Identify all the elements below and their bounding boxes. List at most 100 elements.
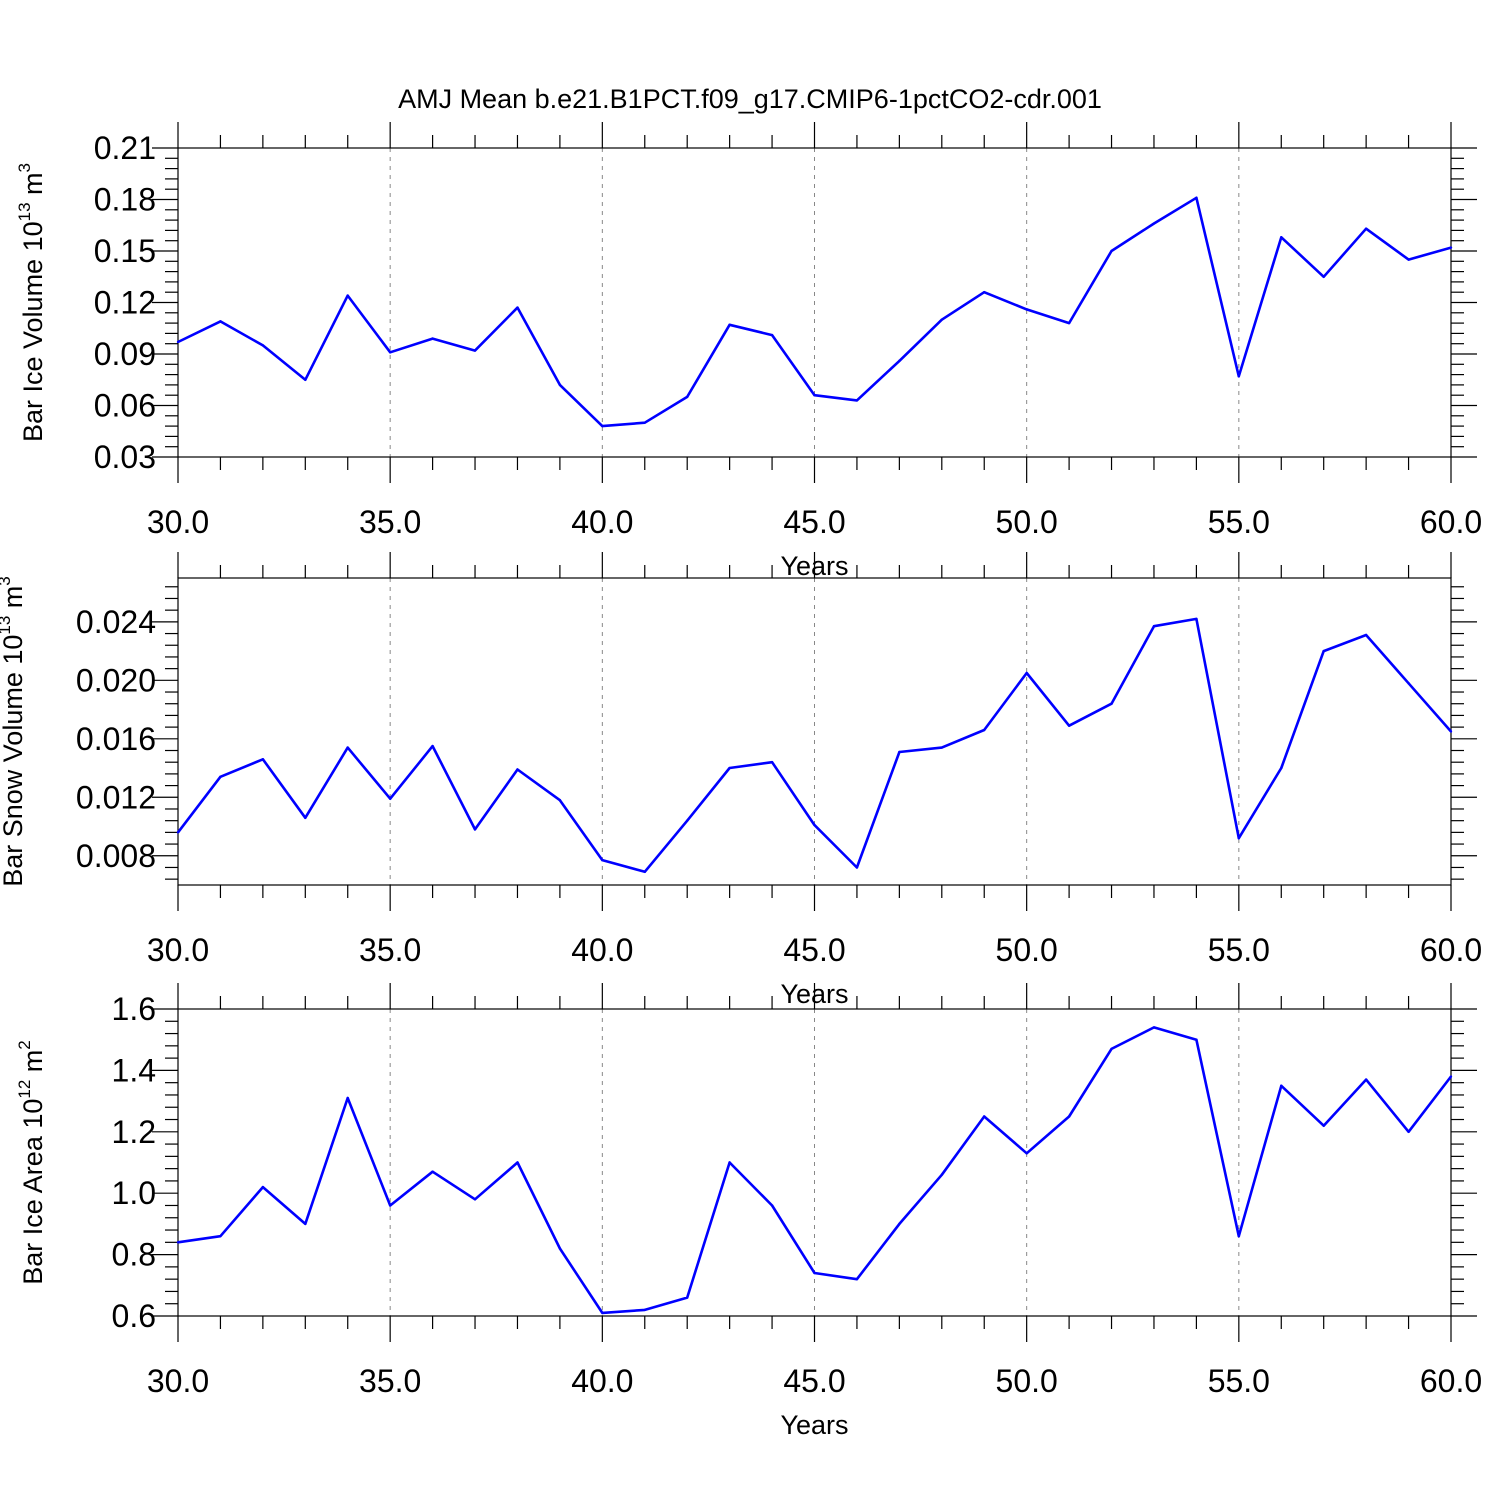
panel-1-data-point xyxy=(813,394,816,397)
panel-3-data-point xyxy=(261,1185,265,1189)
panel-3-y-axis-title-part: m xyxy=(18,1050,48,1080)
panel-3-data-point xyxy=(1067,1115,1071,1118)
panel-2-data-point xyxy=(558,799,562,802)
panel-1-y-tick-label: 0.15 xyxy=(94,233,156,269)
panel-2-data-point xyxy=(1364,633,1368,637)
panel-2-data-point xyxy=(686,819,689,822)
panel-1-data-point xyxy=(1364,227,1368,230)
panel-3-y-axis-title-superscript: 2 xyxy=(15,1040,34,1049)
panel-3-data-point xyxy=(1152,1026,1156,1029)
panel-1-y-tick-label: 0.18 xyxy=(94,182,156,218)
panel-3-data-point xyxy=(1110,1047,1113,1051)
panel-3-data-point xyxy=(728,1161,731,1164)
panel-1-data-point xyxy=(473,349,477,352)
panel-1-x-tick-label: 40.0 xyxy=(571,504,633,540)
panel-2-data-point xyxy=(1280,766,1283,770)
panel-3-y-tick-label: 1.4 xyxy=(112,1052,156,1088)
panel-1-data-point xyxy=(983,291,986,294)
panel-3-data-point xyxy=(983,1115,986,1118)
panel-2-data-point xyxy=(643,870,646,874)
panel-2-data-point xyxy=(261,758,265,761)
panel-2-y-tick-label: 0.008 xyxy=(76,838,156,874)
panel-2-data-point xyxy=(176,831,180,834)
panel-3-y-tick-label: 0.8 xyxy=(112,1237,156,1273)
panel-2-data-point xyxy=(1237,837,1241,840)
panel-3-data-point xyxy=(643,1308,646,1312)
panel-3-y-tick-label: 1.2 xyxy=(112,1114,156,1150)
panel-3-data-point xyxy=(516,1161,519,1164)
panel-1-data-point xyxy=(1280,236,1283,239)
panel-3-data-point xyxy=(1195,1038,1198,1041)
panel-2-y-axis-title-superscript: 13 xyxy=(0,616,14,635)
panel-1-data-point xyxy=(940,318,943,321)
panel-2-data-point xyxy=(855,866,859,869)
panel-1-data-point xyxy=(219,320,222,323)
panel-1-y-tick-label: 0.09 xyxy=(94,336,156,372)
panel-1-data-point xyxy=(1025,308,1028,311)
panel-2-data-point xyxy=(1322,649,1325,653)
panel-1-data-point xyxy=(1152,222,1156,225)
panel-1-y-tick-label: 0.12 xyxy=(94,285,156,321)
panel-1-data-point xyxy=(516,306,519,309)
panel-3-data-point xyxy=(1280,1084,1283,1087)
panel-3-y-axis-title-part: Bar Ice Area 10 xyxy=(18,1099,48,1285)
panel-2-y-tick-label: 0.024 xyxy=(76,604,156,640)
panel-3-x-tick-label: 45.0 xyxy=(783,1363,845,1399)
panel-3-x-tick-label: 55.0 xyxy=(1208,1363,1270,1399)
panel-3-data-point xyxy=(304,1222,307,1226)
panel-1-data-point xyxy=(1449,246,1453,249)
panel-3-data-point xyxy=(770,1204,774,1207)
panel-3-x-tick-label: 50.0 xyxy=(996,1363,1058,1399)
panel-2-y-tick-label: 0.012 xyxy=(76,779,156,815)
panel-1-y-axis-title-part: Bar Ice Volume 10 xyxy=(18,221,48,442)
panel-2-x-tick-label: 35.0 xyxy=(359,932,421,968)
panel-3-data-point xyxy=(601,1311,604,1315)
panel-2-y-tick-label: 0.020 xyxy=(76,662,156,698)
panel-1-y-tick-label: 0.21 xyxy=(94,130,156,166)
panel-2-x-tick-label: 30.0 xyxy=(147,932,209,968)
panel-3-data-point xyxy=(431,1170,434,1173)
panel-2-y-tick-label: 0.016 xyxy=(76,721,156,757)
panel-1-data-point xyxy=(1407,258,1410,261)
panel-1-data-point xyxy=(1067,321,1071,325)
panel-3-data-point xyxy=(1237,1234,1241,1238)
panel-2-data-point xyxy=(898,750,901,754)
panel-3-y-axis-title-superscript: 12 xyxy=(15,1080,34,1099)
panel-1-data-point xyxy=(770,333,774,337)
panel-1-data-point xyxy=(346,294,349,297)
panel-1-y-axis-title: Bar Ice Volume 1013 m3 xyxy=(15,163,48,442)
panel-3-y-tick-label: 1.0 xyxy=(112,1175,156,1211)
panel-3-data-point xyxy=(1364,1078,1368,1081)
panel-2-data-point xyxy=(1110,702,1113,705)
panel-1-y-axis-title-superscript: 13 xyxy=(15,202,34,221)
panel-3-y-tick-label: 1.6 xyxy=(112,991,156,1027)
panel-2-x-tick-label: 60.0 xyxy=(1420,932,1482,968)
panel-3-data-point xyxy=(473,1198,477,1201)
panel-1-data-point xyxy=(304,378,307,381)
panel-3-data-point xyxy=(1449,1075,1453,1078)
panel-2-x-tick-label: 50.0 xyxy=(996,932,1058,968)
panel-1-data-point xyxy=(898,359,901,363)
panel-2-x-tick-label: 55.0 xyxy=(1208,932,1270,968)
panel-2-data-point xyxy=(770,761,774,764)
panel-1-y-tick-label: 0.06 xyxy=(94,388,156,424)
panel-1-y-axis-title-part: m xyxy=(18,172,48,202)
panel-2-data-point xyxy=(346,746,349,749)
panel-2-data-point xyxy=(388,797,392,800)
panel-1-y-axis-title-superscript: 3 xyxy=(15,163,34,172)
panel-2-y-axis-title-part: Bar Snow Volume 10 xyxy=(0,635,28,887)
panel-3-x-tick-label: 35.0 xyxy=(359,1363,421,1399)
panel-1-data-point xyxy=(728,323,731,327)
panel-1-x-tick-label: 35.0 xyxy=(359,504,421,540)
panel-2-data-point xyxy=(1195,617,1198,621)
panel-3-y-axis-title: Bar Ice Area 1012 m2 xyxy=(15,1040,48,1285)
panel-2-data-point xyxy=(940,746,943,749)
panel-2-data-point xyxy=(304,816,307,819)
panel-2-data-point xyxy=(728,766,731,770)
panel-2-data-point xyxy=(813,823,816,827)
panel-2-data-point xyxy=(1025,671,1028,675)
panel-3-data-point xyxy=(940,1173,943,1176)
panel-2-data-point xyxy=(601,858,604,862)
panel-1-x-tick-label: 45.0 xyxy=(783,504,845,540)
